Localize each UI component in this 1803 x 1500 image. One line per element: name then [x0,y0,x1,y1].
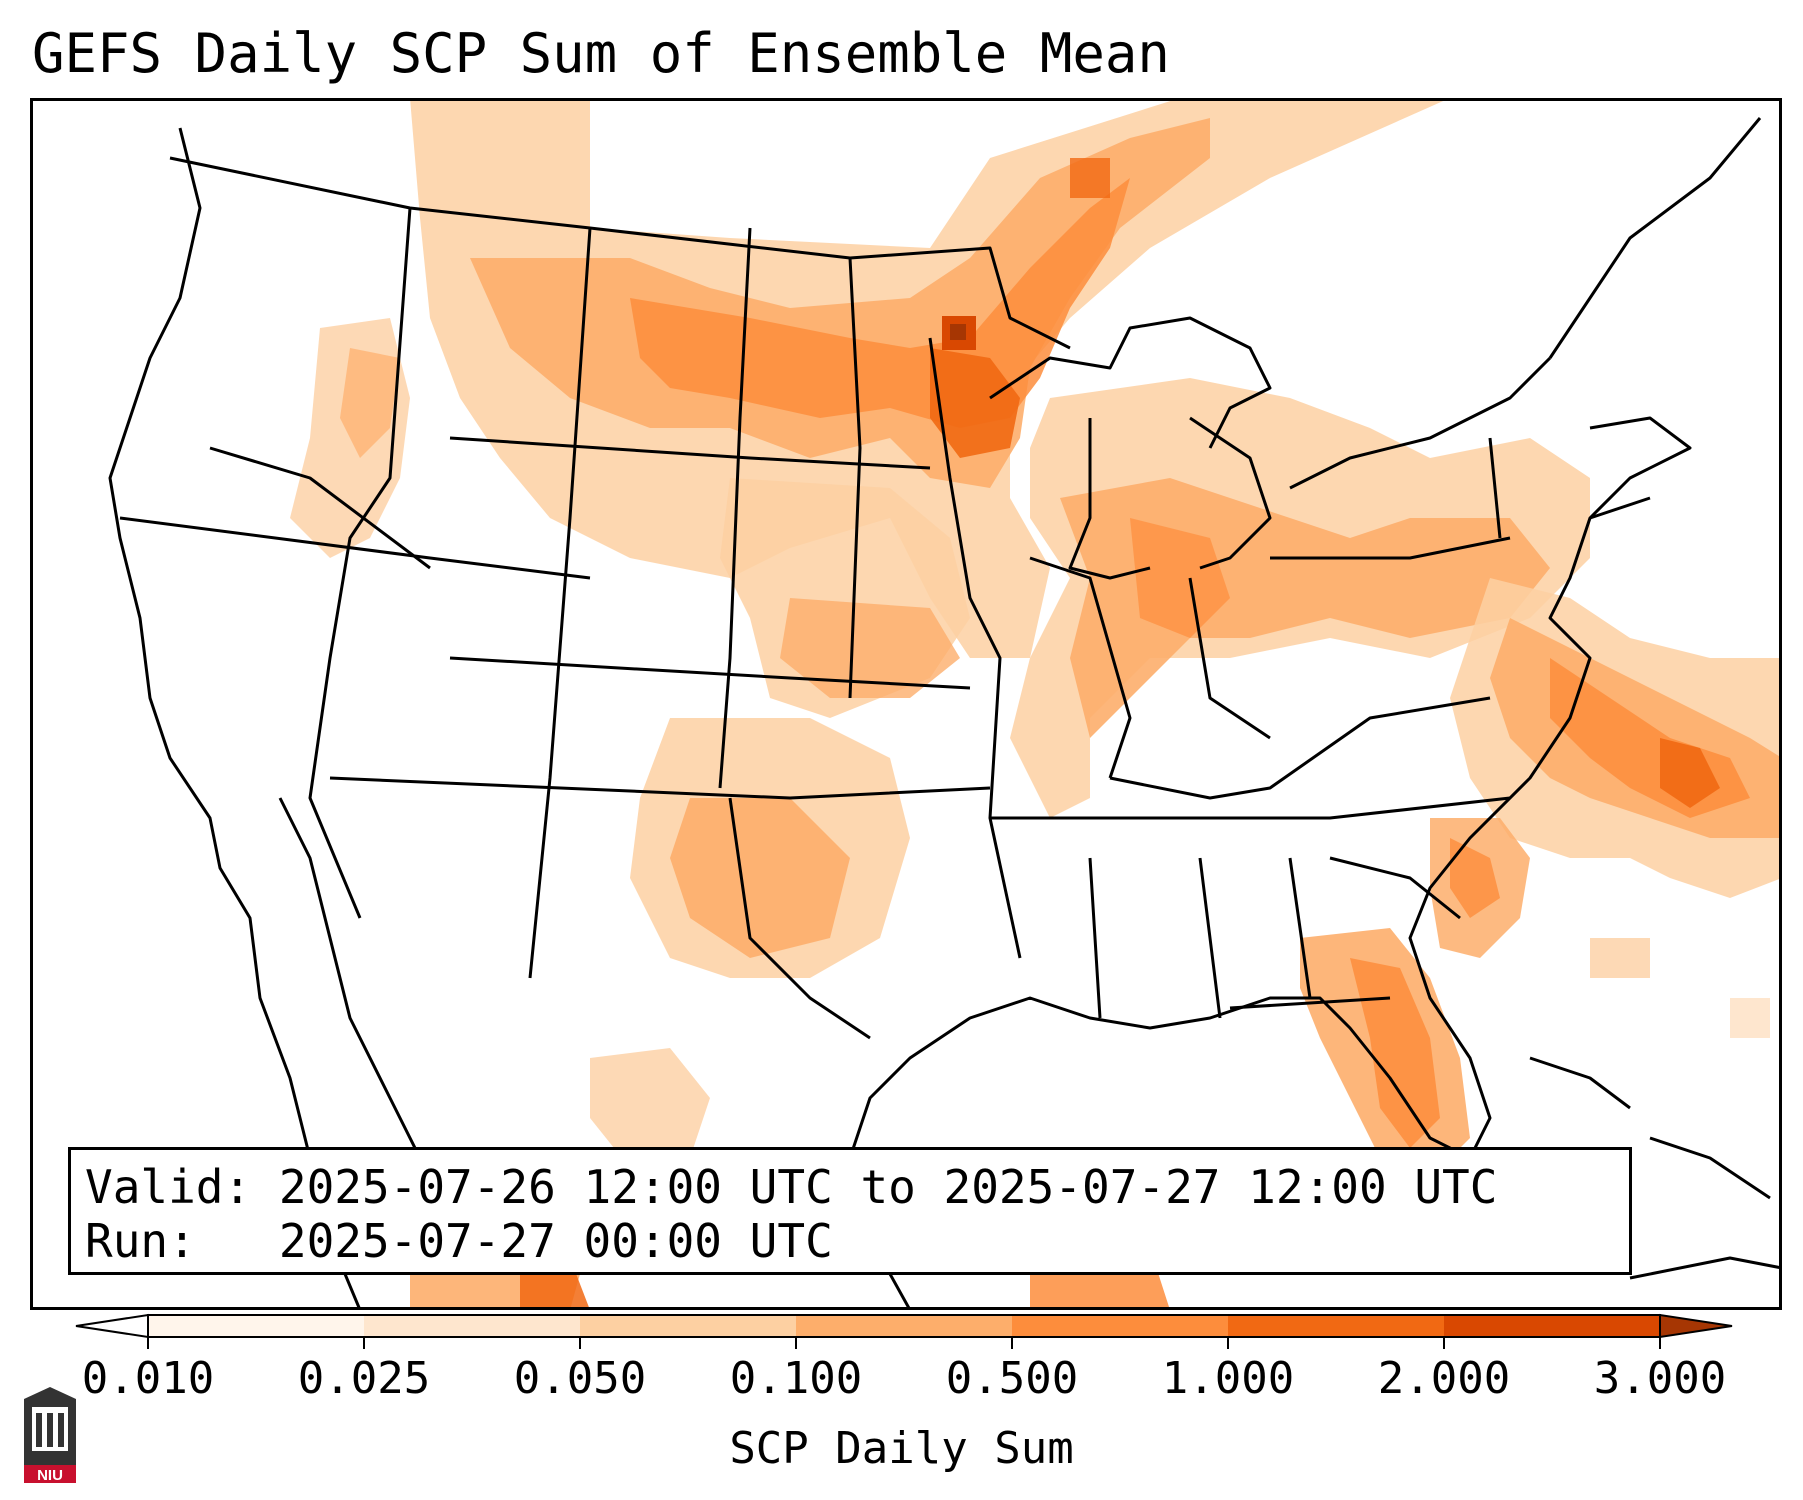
valid-row: Valid: 2025-07-26 12:00 UTC to 2025-07-2… [85,1160,1615,1214]
colorbar-segment [1228,1315,1445,1337]
colorbar-ticks: 0.010 0.025 0.050 0.100 0.500 1.000 2.000 3.000 [82,1337,1726,1404]
colorbar-segment [148,1315,365,1337]
colorbar-tick-label: 2.000 [1378,1353,1510,1404]
scp-shading-field [290,98,1782,1310]
valid-label: Valid: [85,1160,252,1214]
state-boundaries [108,117,1782,1310]
colorbar-tick-label: 0.010 [82,1353,214,1404]
colorbar-segment [1012,1315,1229,1337]
colorbar-segment [364,1315,581,1337]
colorbar-outline [147,1314,1661,1338]
colorbar-tick-label: 3.000 [1594,1353,1726,1404]
colorbar-segment [580,1315,797,1337]
colorbar-tick-label: 0.500 [946,1353,1078,1404]
colorbar-segments [75,1313,1733,1339]
run-label: Run: [85,1214,196,1268]
valid-run-infobox: Valid: 2025-07-26 12:00 UTC to 2025-07-2… [68,1147,1632,1275]
map-frame [30,98,1782,1310]
colorbar-tick-label: 0.025 [298,1353,430,1404]
chart-title: GEFS Daily SCP Sum of Ensemble Mean [32,22,1170,85]
colorbar-tick-label: 0.050 [514,1353,646,1404]
colorbar-segment [1444,1315,1661,1337]
colorbar-title: SCP Daily Sum [729,1423,1074,1474]
map-panel [30,98,1782,1310]
run-row: Run: 2025-07-27 00:00 UTC [85,1214,1615,1268]
logo-text: NIU [37,1467,63,1484]
colorbar-tick-label: 1.000 [1162,1353,1294,1404]
niu-logo: NIU [24,1387,76,1484]
colorbar-extend-low [75,1313,149,1339]
colorbar-extend-high [1659,1313,1733,1339]
valid-value: 2025-07-26 12:00 UTC to 2025-07-27 12:00… [278,1160,1498,1214]
colorbar-tick-label: 0.100 [730,1353,862,1404]
colorbar-segment [796,1315,1013,1337]
run-value: 2025-07-27 00:00 UTC [278,1214,833,1268]
